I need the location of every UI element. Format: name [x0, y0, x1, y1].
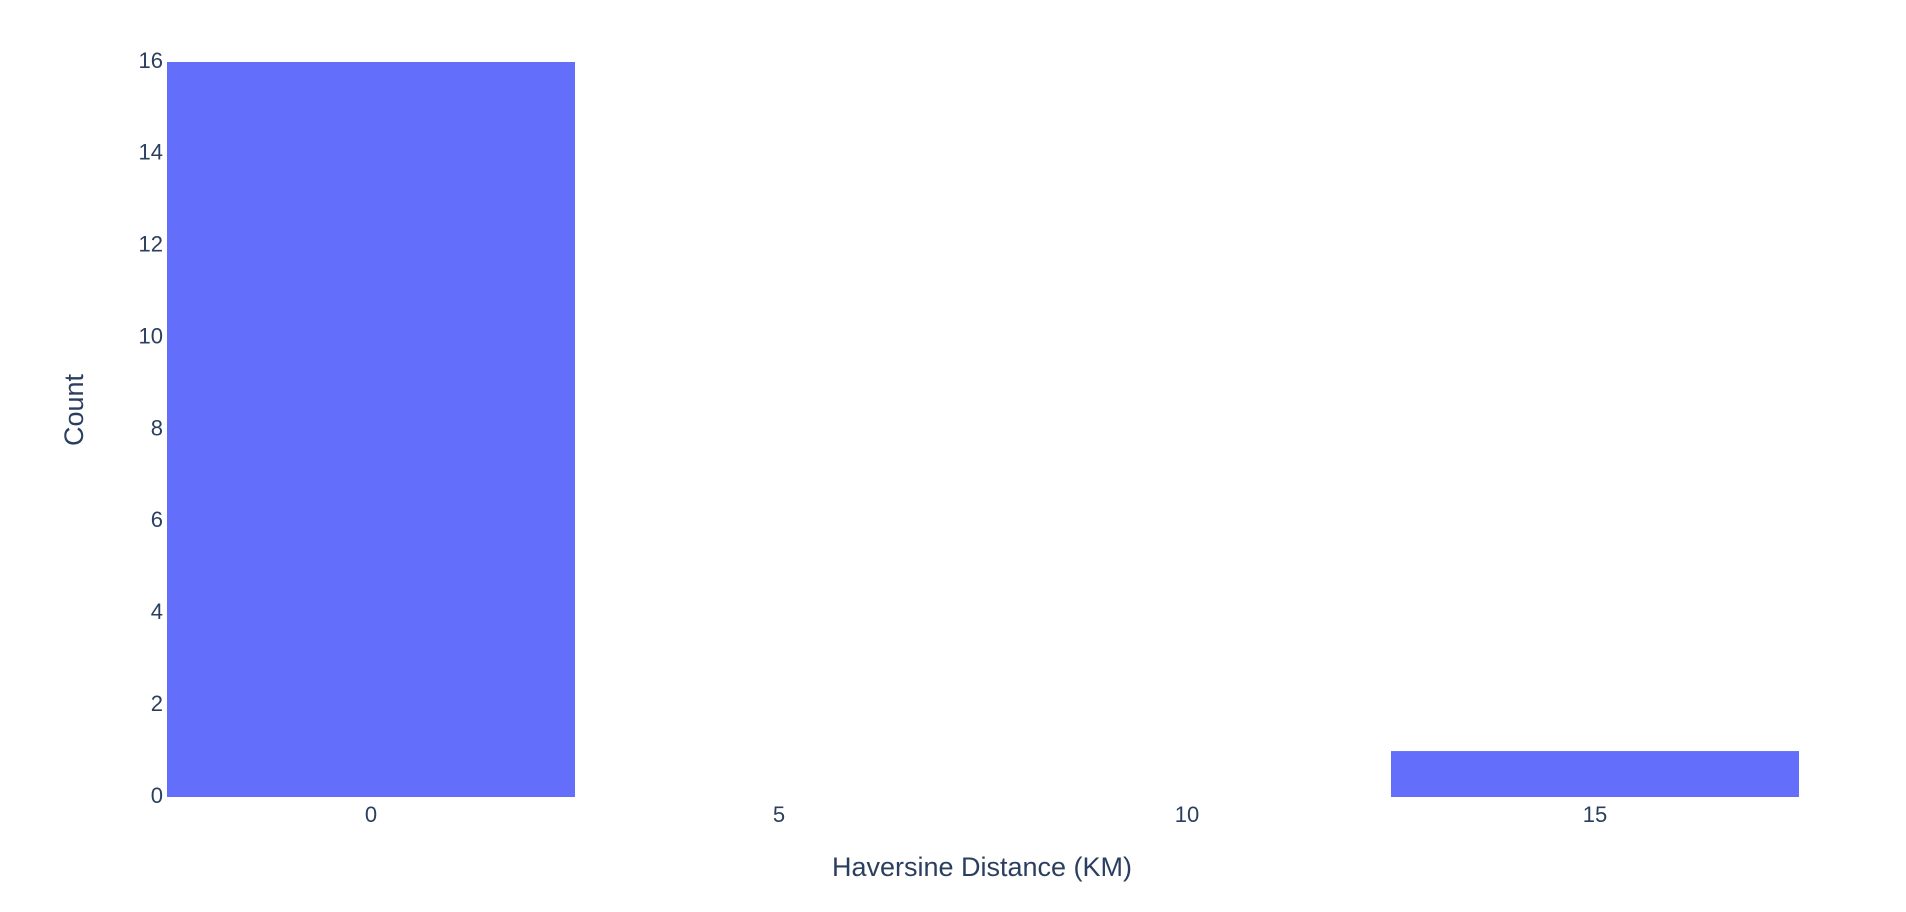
y-tick-label: 6 [151, 507, 163, 532]
bar [167, 62, 575, 797]
x-tick-label: 15 [1583, 802, 1607, 827]
bar [1391, 751, 1799, 797]
y-tick-label: 8 [151, 415, 163, 440]
x-tick-label: 5 [773, 802, 785, 827]
y-tick-label: 2 [151, 691, 163, 716]
y-tick-label: 12 [139, 232, 163, 257]
y-tick-label: 16 [139, 48, 163, 73]
x-tick-label: 0 [365, 802, 377, 827]
y-tick-label: 10 [139, 323, 163, 348]
y-tick-label: 0 [151, 783, 163, 808]
x-axis-title: Haversine Distance (KM) [832, 852, 1132, 882]
y-axis-title: Count [59, 373, 89, 446]
x-tick-label: 10 [1175, 802, 1199, 827]
y-tick-label: 4 [151, 599, 163, 624]
y-tick-label: 14 [139, 140, 163, 165]
